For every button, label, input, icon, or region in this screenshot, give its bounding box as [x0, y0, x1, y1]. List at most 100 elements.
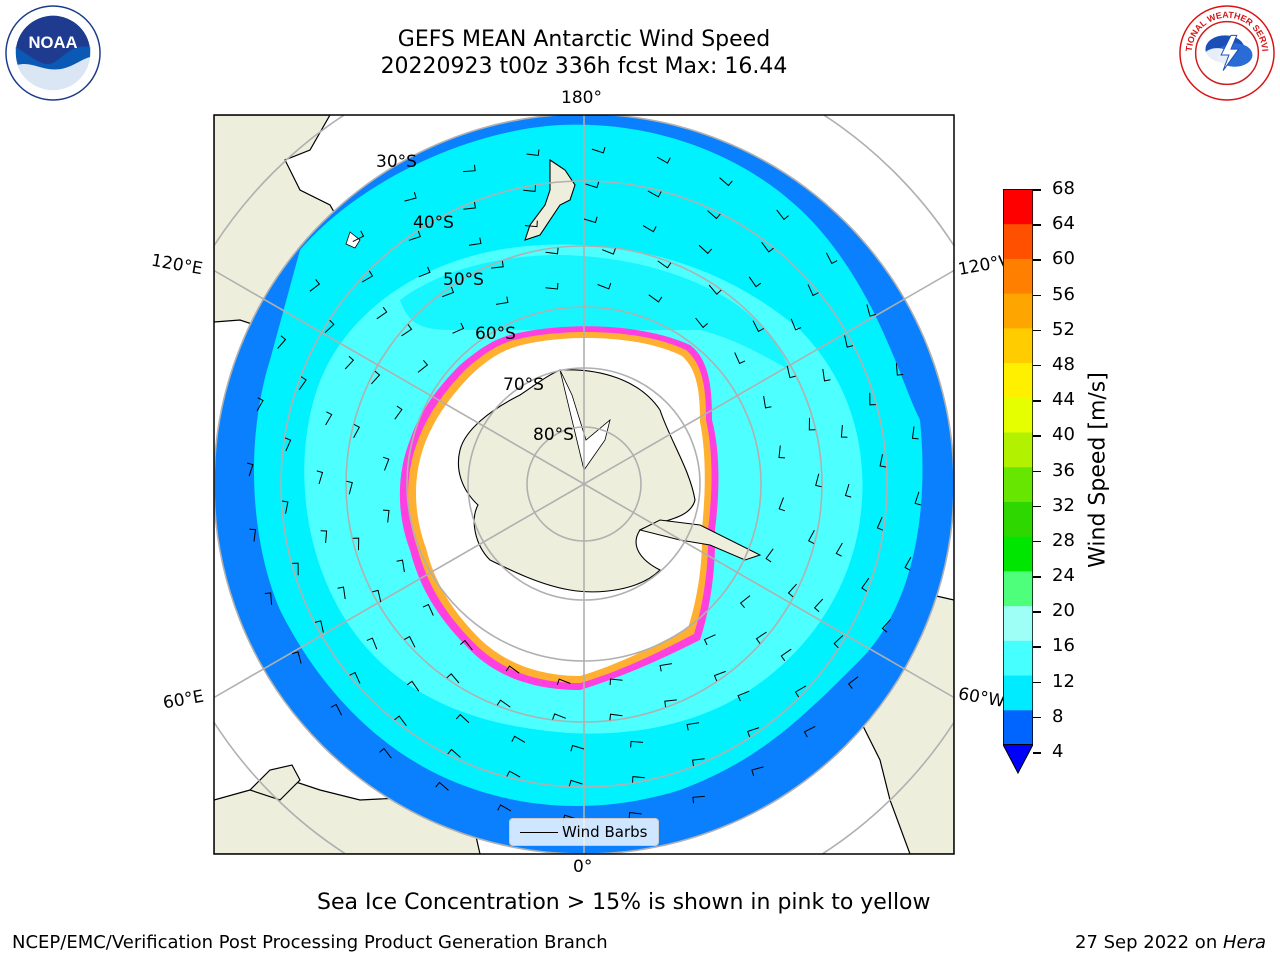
wind-barb: [408, 230, 421, 241]
colorbar-tick-mark: [1033, 294, 1041, 297]
wind-barb: [394, 715, 407, 727]
wind-barb: [284, 437, 292, 452]
wind-barb: [686, 722, 700, 731]
colorbar-tick-mark: [1033, 400, 1041, 402]
sea-ice-footnote: Sea Ice Concentration > 15% is shown in …: [317, 890, 931, 915]
wind-barb: [292, 562, 299, 576]
wind-barb: [737, 690, 750, 702]
wind-barb: [394, 405, 403, 420]
wind-barb: [692, 795, 705, 804]
wind-barb: [692, 758, 705, 767]
meridian-label-180: 180°: [561, 88, 602, 108]
meridian-label-0: 0°: [573, 857, 593, 877]
wind-barb: [497, 804, 512, 812]
wind-barb: [491, 260, 504, 269]
wind-barb: [511, 735, 526, 743]
wind-barb: [352, 537, 360, 551]
footer-date-text: 27 Sep 2022 on: [1075, 932, 1223, 953]
colorbar-tick-mark: [1033, 329, 1041, 332]
wind-barb: [442, 286, 455, 298]
colorbar-tick-label: 68: [1052, 178, 1075, 199]
wind-barb: [707, 210, 721, 220]
wind-barb: [787, 583, 797, 598]
wind-barb: [249, 528, 257, 542]
colorbar-tick-mark: [1033, 224, 1041, 226]
wind-barb: [790, 318, 802, 331]
colorbar-bin: [1003, 189, 1033, 225]
footer-branch: NCEP/EMC/Verification Post Processing Pr…: [12, 932, 608, 953]
wind-barb: [316, 470, 324, 485]
colorbar-tick-label: 16: [1052, 635, 1075, 657]
wind-barb: [911, 426, 919, 440]
colorbar-tick-label: 60: [1052, 248, 1075, 270]
colorbar-bin: [1003, 432, 1033, 468]
colorbar-tick-label: 36: [1052, 459, 1075, 481]
colorbar-tick-label: 20: [1052, 600, 1075, 622]
wind-barb: [418, 266, 431, 278]
colorbar-bin: [1003, 258, 1033, 294]
footer-date: 27 Sep 2022 on Hera: [1075, 932, 1266, 953]
colorbar-tick-label: 32: [1052, 494, 1075, 516]
colorbar-bin: [1003, 536, 1033, 572]
colorbar-bin: [1003, 293, 1033, 329]
wind-barb: [496, 699, 511, 708]
wind-barb: [597, 282, 612, 290]
wind-barb: [277, 335, 287, 349]
footer-machine: Hera: [1222, 932, 1266, 953]
wind-barb: [459, 639, 473, 651]
wind-barb: [526, 149, 540, 157]
wind-barb: [776, 209, 789, 221]
wind-barb: [657, 260, 672, 269]
wind-barb: [914, 491, 921, 506]
colorbar-tick-label: 40: [1052, 424, 1075, 446]
colorbar-bin: [1003, 223, 1033, 259]
wind-barb: [844, 483, 852, 498]
colorbar-tick-mark: [1033, 470, 1041, 472]
wind-barb: [642, 225, 657, 233]
colorbar-bin: [1003, 709, 1033, 745]
wind-barb: [881, 619, 891, 633]
wind-barb: [835, 542, 843, 557]
wind-barb: [524, 220, 538, 228]
colorbar-tick-label: 24: [1052, 565, 1075, 587]
wind-barb: [813, 598, 824, 613]
wind-barb: [298, 376, 307, 391]
latitude-label-30s: 30°S: [376, 152, 417, 172]
map-frame: [213, 114, 955, 855]
wind-barb: [630, 740, 644, 748]
wind-barb: [591, 147, 606, 154]
wind-barb: [417, 359, 429, 373]
wind-barb: [376, 306, 388, 320]
wind-barb: [404, 192, 417, 202]
wind-barb: [320, 530, 328, 544]
wind-barb: [264, 592, 273, 605]
wind-barb: [506, 770, 521, 778]
colorbar-tick-mark: [1033, 364, 1041, 367]
wind-barb: [765, 548, 774, 563]
wind-barb: [659, 663, 673, 672]
wind-barb: [372, 589, 382, 603]
wind-barb: [695, 317, 709, 329]
tasmania-landmass: [345, 231, 361, 249]
wind-barb: [734, 352, 746, 365]
legend-label: Wind Barbs: [562, 823, 648, 841]
wind-barb: [382, 456, 390, 471]
wind-barb: [602, 248, 616, 255]
wind-barb: [833, 635, 844, 649]
wind-barb: [361, 270, 374, 283]
colorbar-tick-label: 8: [1052, 705, 1064, 727]
colorbar-bin: [1003, 675, 1033, 711]
wind-barb: [763, 395, 772, 409]
colorbar-tick-mark: [1033, 716, 1041, 719]
wind-barb: [281, 500, 289, 514]
wind-barb: [803, 725, 816, 738]
wind-barb: [349, 671, 361, 684]
wind-barb: [366, 637, 378, 650]
wind-barb: [895, 363, 904, 376]
wind-band-8-12-inner: [400, 255, 790, 370]
wind-barb: [698, 244, 713, 255]
colorbar-tick-label: 64: [1052, 213, 1075, 235]
antarctic-peninsula: [638, 519, 762, 561]
wind-barb: [406, 680, 420, 692]
